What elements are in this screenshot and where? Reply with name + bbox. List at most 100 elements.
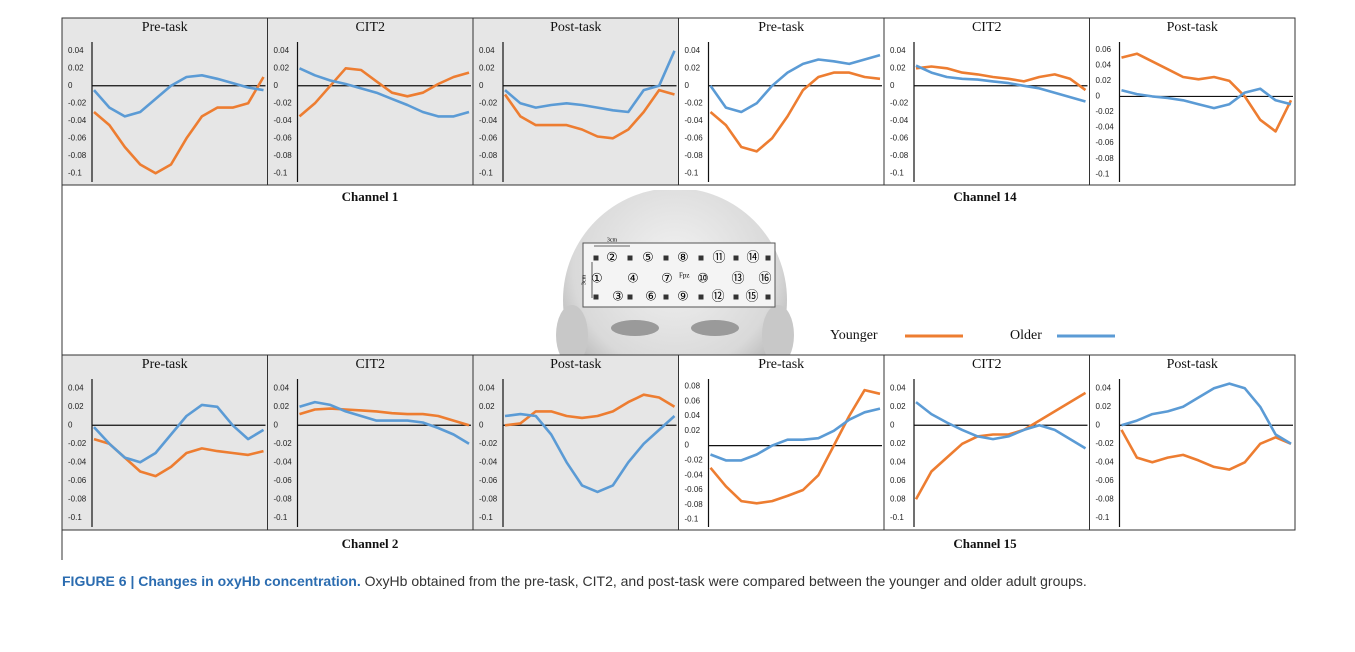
channel-number: ⑬ <box>731 272 744 287</box>
panel <box>679 18 885 185</box>
y-tick-label: -0.04 <box>685 116 704 125</box>
y-tick-label: 0 <box>68 81 73 90</box>
y-tick-label: -0.08 <box>274 151 293 160</box>
chart: 3cm 3cm Fpz Pre-task0.040.020-0.02-0.04-… <box>0 0 1355 652</box>
scale-label: 3cm <box>607 237 618 243</box>
y-tick-label: 0 <box>685 441 690 450</box>
y-tick-label: -0.04 <box>68 457 87 466</box>
y-tick-label: -0.08 <box>1096 494 1115 503</box>
y-tick-label: 0.02 <box>890 439 906 448</box>
channel-number: ② <box>606 251 618 266</box>
y-tick-label: -0.08 <box>1096 154 1115 163</box>
legend-label: Older <box>1010 328 1042 343</box>
y-tick-label: -0.08 <box>479 151 498 160</box>
panel <box>62 18 268 185</box>
optode <box>766 256 771 261</box>
panel-title: CIT2 <box>355 20 385 35</box>
y-tick-label: -0.06 <box>479 133 498 142</box>
y-tick-label: 0.04 <box>1096 383 1112 392</box>
y-tick-label: 0 <box>68 420 73 429</box>
panel-title: Post-task <box>550 20 601 35</box>
y-tick-label: -0.08 <box>68 494 87 503</box>
y-tick-label: 0.02 <box>685 63 701 72</box>
y-tick-label: 0.02 <box>890 402 906 411</box>
y-tick-label: -0.06 <box>685 133 704 142</box>
y-tick-label: 0 <box>685 81 690 90</box>
panel-title: Pre-task <box>758 357 804 372</box>
y-tick-label: -0.04 <box>479 457 498 466</box>
y-tick-label: -0.06 <box>1096 138 1115 147</box>
y-tick-label: -0.1 <box>685 168 699 177</box>
y-tick-label: 0.08 <box>890 494 906 503</box>
channel-number: ⑮ <box>745 290 758 305</box>
panel-title: CIT2 <box>355 357 385 372</box>
panel <box>884 18 1090 185</box>
panel <box>268 18 474 185</box>
panel-title: Pre-task <box>142 20 188 35</box>
y-tick-label: -0.1 <box>68 513 82 522</box>
channel-number: ⑫ <box>711 290 724 305</box>
y-tick-label: 0.04 <box>479 46 495 55</box>
y-tick-label: -0.04 <box>890 116 909 125</box>
y-tick-label: -0.06 <box>68 133 87 142</box>
optode <box>594 295 599 300</box>
channel-label: Channel 1 <box>342 189 399 204</box>
caption-text: OxyHb obtained from the pre-task, CIT2, … <box>365 573 1087 589</box>
y-tick-label: -0.1 <box>890 513 904 522</box>
caption-title: FIGURE 6 | Changes in oxyHb concentratio… <box>62 573 361 589</box>
y-tick-label: 0.02 <box>274 63 290 72</box>
optode <box>664 295 669 300</box>
channel-number: ① <box>591 272 603 287</box>
channel-number: ⑯ <box>758 272 771 287</box>
y-tick-label: -0.02 <box>685 98 704 107</box>
y-tick-label: 0.04 <box>685 411 701 420</box>
y-tick-label: 0.04 <box>1096 60 1112 69</box>
y-tick-label: 0 <box>1096 420 1101 429</box>
panel-title: Post-task <box>550 357 601 372</box>
y-tick-label: 0.02 <box>274 402 290 411</box>
y-tick-label: -0.02 <box>685 456 704 465</box>
y-tick-label: 0.02 <box>1096 402 1112 411</box>
optode <box>594 256 599 261</box>
y-tick-label: -0.1 <box>1096 513 1110 522</box>
y-tick-label: 0 <box>479 81 484 90</box>
optode <box>734 256 739 261</box>
y-tick-label: -0.02 <box>479 98 498 107</box>
y-tick-label: -0.02 <box>68 439 87 448</box>
y-tick-label: 0 <box>890 81 895 90</box>
y-tick-label: 0.04 <box>274 46 290 55</box>
y-tick-label: 0.02 <box>479 402 495 411</box>
y-tick-label: -0.06 <box>274 133 293 142</box>
y-tick-label: 0.02 <box>68 402 84 411</box>
panel-title: Pre-task <box>758 20 804 35</box>
y-tick-label: 0.04 <box>479 383 495 392</box>
channel-label: Channel 14 <box>953 189 1017 204</box>
y-tick-label: 0.04 <box>890 457 906 466</box>
y-tick-label: -0.02 <box>1096 107 1115 116</box>
y-tick-label: 0.02 <box>68 63 84 72</box>
y-tick-label: -0.04 <box>274 116 293 125</box>
y-tick-label: 0.02 <box>1096 76 1112 85</box>
channel-number: ⑧ <box>677 251 689 266</box>
channel-number: ⑦ <box>661 272 673 287</box>
y-tick-label: 0.04 <box>68 46 84 55</box>
y-tick-label: -0.04 <box>274 457 293 466</box>
channel-number: ⑤ <box>642 251 654 266</box>
channel-label: Channel 2 <box>342 536 399 551</box>
y-tick-label: -0.04 <box>1096 123 1115 132</box>
y-tick-label: -0.1 <box>1096 169 1110 178</box>
y-tick-label: -0.02 <box>274 439 293 448</box>
y-tick-label: -0.02 <box>1096 439 1115 448</box>
y-tick-label: -0.08 <box>479 494 498 503</box>
fpz-label: Fpz <box>679 272 690 280</box>
y-tick-label: -0.06 <box>68 476 87 485</box>
y-tick-label: 0.08 <box>685 382 701 391</box>
y-tick-label: 0.06 <box>1096 45 1112 54</box>
optode <box>628 256 633 261</box>
y-tick-label: -0.1 <box>685 515 699 524</box>
optode <box>628 295 633 300</box>
panel <box>473 18 679 185</box>
y-tick-label: -0.06 <box>274 476 293 485</box>
optode <box>664 256 669 261</box>
y-tick-label: -0.1 <box>479 168 493 177</box>
